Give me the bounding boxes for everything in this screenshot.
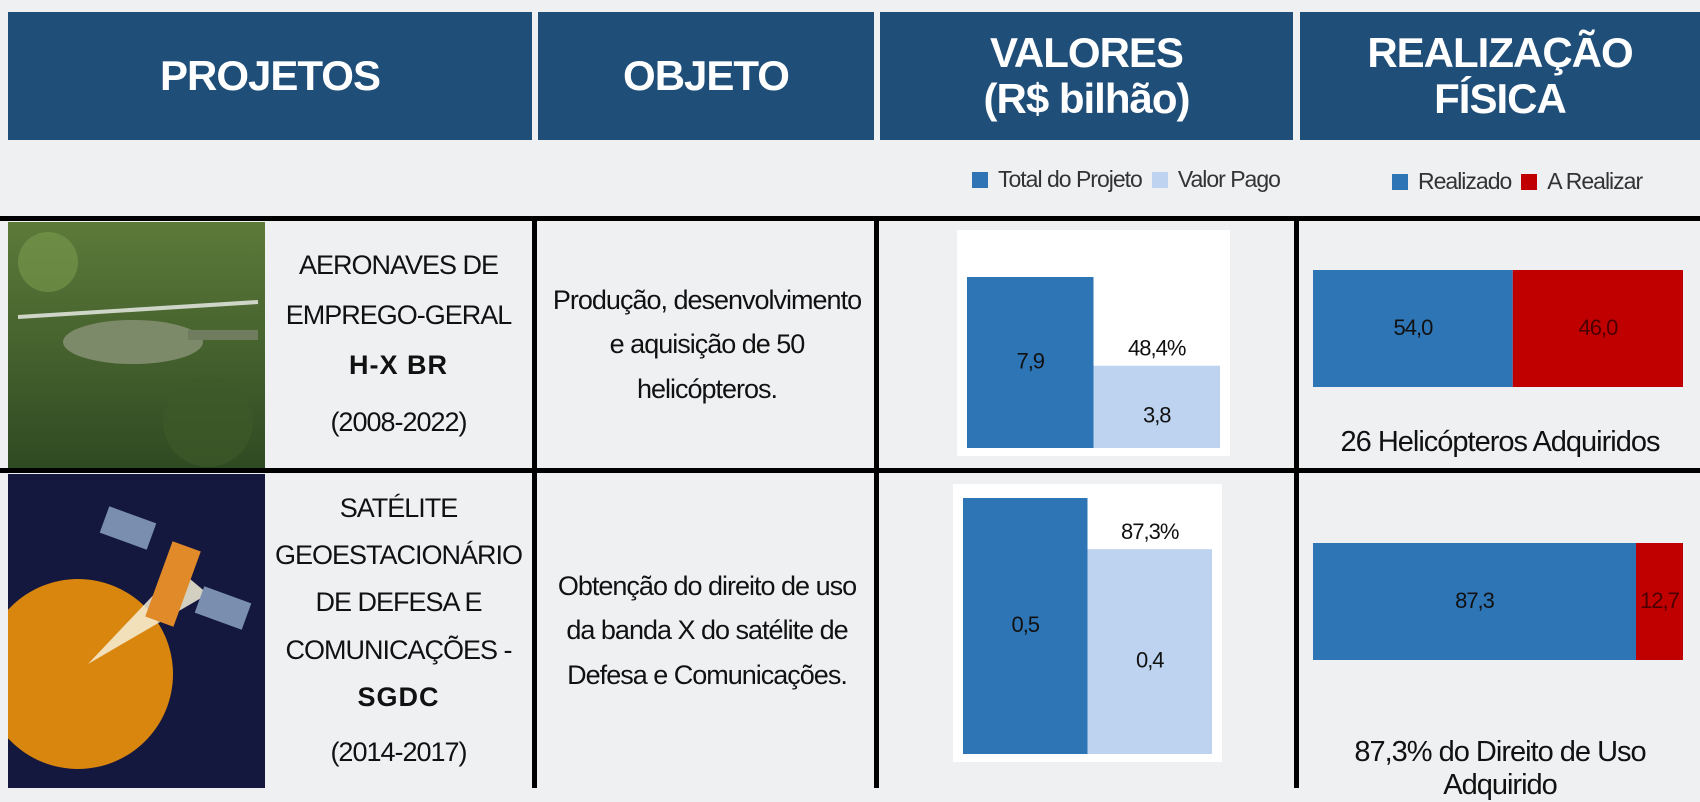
project-name-line: EMPREGO-GERAL bbox=[286, 291, 512, 341]
realization-label: 87,3 bbox=[1455, 588, 1495, 613]
realization-label: 46,0 bbox=[1578, 315, 1618, 340]
project-period: (2008-2022) bbox=[330, 398, 466, 448]
header-cell: VALORES(R$ bilhão) bbox=[880, 12, 1293, 140]
value-label: 0,4 bbox=[1136, 647, 1164, 672]
column-border bbox=[532, 216, 537, 788]
header-text: PROJETOS bbox=[160, 53, 380, 99]
legend: Realizado A Realizar bbox=[1392, 168, 1642, 195]
project-name-line: H-X BR bbox=[349, 341, 448, 391]
realization-caption: 87,3% do Direito de Uso Adquirido bbox=[1300, 736, 1700, 802]
project-name-line: COMUNICAÇÕES - bbox=[285, 627, 511, 674]
object-cell: Obtenção do direito de uso da banda X do… bbox=[548, 473, 866, 788]
legend: Total do Projeto Valor Pago bbox=[972, 166, 1280, 193]
legend-swatch bbox=[1152, 172, 1168, 188]
column-border bbox=[1294, 216, 1299, 788]
project-name-line: GEOESTACIONÁRIO bbox=[275, 532, 522, 579]
realization-chart: 54,0 46,0 bbox=[1313, 265, 1698, 390]
legend-label: Realizado bbox=[1418, 168, 1511, 195]
legend-swatch bbox=[972, 172, 988, 188]
page: {"header": {"columns": [["PROJETOS"], ["… bbox=[0, 0, 1700, 788]
header-text: REALIZAÇÃO FÍSICA bbox=[1300, 30, 1700, 122]
header-text: OBJETO bbox=[623, 53, 789, 99]
realization-chart: 87,3 12,7 bbox=[1313, 538, 1698, 663]
header-cell: PROJETOS bbox=[8, 12, 532, 140]
project-name-line: DE DEFESA E bbox=[315, 579, 481, 626]
project-name-line: AERONAVES DE bbox=[299, 241, 498, 291]
realization-label: 12,7 bbox=[1640, 588, 1680, 613]
header-text: (R$ bilhão) bbox=[984, 76, 1190, 122]
values-chart: 0,5 0,4 87,3% bbox=[953, 484, 1222, 762]
column-border bbox=[874, 216, 879, 788]
legend-label: A Realizar bbox=[1547, 168, 1642, 195]
percent-label: 48,4% bbox=[1128, 336, 1186, 361]
realization-label: 54,0 bbox=[1393, 315, 1433, 340]
legend-swatch bbox=[1392, 174, 1408, 190]
project-period: (2014-2017) bbox=[330, 729, 466, 776]
project-name-line: SATÉLITE bbox=[340, 485, 458, 532]
header-cell: OBJETO bbox=[538, 12, 874, 140]
header-cell: REALIZAÇÃO FÍSICA bbox=[1300, 12, 1700, 140]
legend-label: Valor Pago bbox=[1178, 166, 1280, 193]
percent-label: 87,3% bbox=[1121, 519, 1179, 544]
satellite-image bbox=[8, 474, 265, 788]
realization-caption: 26 Helicópteros Adquiridos bbox=[1300, 426, 1700, 459]
value-label: 3,8 bbox=[1143, 403, 1171, 428]
project-name-line: SGDC bbox=[357, 674, 439, 721]
object-cell: Produção, desenvolvimento e aquisição de… bbox=[548, 221, 866, 468]
legend-label: Total do Projeto bbox=[998, 166, 1142, 193]
header-text: VALORES bbox=[990, 30, 1183, 76]
helicopter-photo bbox=[8, 222, 265, 468]
legend-swatch bbox=[1521, 174, 1537, 190]
value-label: 0,5 bbox=[1011, 612, 1039, 637]
value-label: 7,9 bbox=[1016, 348, 1044, 373]
values-chart: 7,9 3,8 48,4% bbox=[957, 230, 1230, 456]
